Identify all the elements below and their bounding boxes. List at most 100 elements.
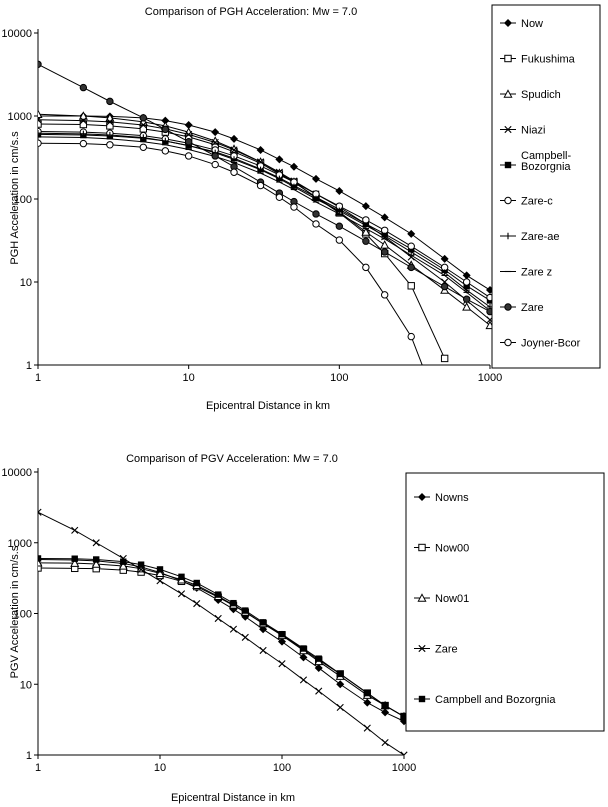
pgh-data-point [230, 168, 238, 176]
pgv-data-point [92, 539, 100, 547]
pgv-data-point [178, 573, 185, 581]
pgv-data-point [299, 653, 308, 662]
pgh-data-point [211, 138, 219, 147]
pgv-y-tick-label: 10000 [1, 467, 32, 479]
pgh-chart: Comparison of PGH Acceleration: Mw = 7.0… [1, 4, 601, 426]
pgh-data-point [106, 141, 114, 149]
pgh-data-point [38, 109, 43, 118]
pgv-data-point [400, 713, 408, 720]
pgv-data-point [91, 559, 101, 568]
pgv-x-axis-label: Epicentral Distance in km [171, 792, 295, 804]
pgh-data-point [211, 152, 219, 160]
pgv-legend-marker [418, 644, 426, 653]
pgh-data-point [184, 120, 193, 129]
pgh-data-point [381, 232, 388, 240]
pgh-data-point [139, 143, 148, 151]
pgh-data-point [407, 242, 415, 250]
pgv-legend-label: Campbell and Bozorgnia [435, 694, 556, 706]
pgh-legend-label: Joyner-Bcor [521, 338, 581, 350]
pgv-data-point [215, 591, 222, 598]
pgh-legend-item: Niazi [500, 125, 545, 137]
pgh-chart-title: Comparison of PGH Acceleration: Mw = 7.0 [145, 6, 357, 18]
pgh-legend-marker [504, 303, 512, 311]
pgh-data-point [380, 248, 389, 256]
pgv-y-axis-label: PGV Acceleration in cm/s.s [9, 545, 21, 678]
pgh-series-line [38, 142, 423, 365]
pgh-series-9 [38, 60, 494, 316]
pgv-series-line [38, 511, 405, 755]
pgv-legend-item: Zare [414, 644, 458, 656]
pgh-x-tick-label: 100 [330, 372, 348, 384]
pgh-legend-marker [504, 232, 512, 240]
pgv-data-point [300, 645, 307, 652]
pgv-x-tick-label: 1000 [392, 762, 416, 774]
pgh-data-point [79, 83, 88, 92]
pgv-data-point [259, 646, 267, 655]
pgh-data-point [184, 138, 193, 146]
pgh-data-point [38, 120, 42, 128]
pgh-legend-label: Spudich [521, 89, 561, 101]
pgv-data-point [363, 698, 372, 707]
pgh-data-point [335, 236, 344, 244]
pgv-data-point [155, 568, 165, 577]
pgh-series-4 [38, 116, 494, 324]
pgh-x-tick-label: 1 [35, 372, 41, 384]
pgh-series-line [38, 131, 491, 298]
pgv-data-point [193, 579, 200, 587]
pgh-data-point [408, 248, 415, 256]
pgh-legend-label: Zare z [521, 267, 552, 279]
pgh-legend-marker [504, 54, 512, 63]
pgh-y-tick-label: 10000 [1, 28, 32, 40]
pgh-legend: Now Fukushima Spudich Niazi Campbell-Bozorgn… [491, 4, 601, 369]
pgv-x-tick-label: 1 [35, 762, 41, 774]
pgv-data-point [137, 561, 145, 568]
pgh-legend-marker [504, 196, 512, 205]
pgh-data-point [380, 291, 389, 299]
pgh-data-point [106, 131, 114, 139]
pgh-series-line [38, 132, 491, 308]
pgh-data-point [257, 166, 264, 173]
pgh-legend-marker [503, 89, 513, 98]
pgv-legend-label: Now00 [435, 543, 469, 555]
pgh-data-point [462, 278, 471, 286]
pgh-data-point [184, 152, 193, 160]
pgh-data-point [336, 207, 343, 215]
pgh-data-point [106, 97, 114, 106]
pgv-series-group [38, 508, 408, 755]
pgh-data-point [407, 332, 415, 341]
pgh-series-3 [38, 109, 494, 330]
pgv-data-point [156, 566, 164, 573]
pgh-data-point [38, 130, 42, 137]
pgh-data-point [441, 420, 447, 426]
pgh-data-point [440, 354, 449, 363]
pgh-data-point [312, 210, 320, 218]
pgh-data-point [335, 222, 344, 230]
pgv-data-point [278, 630, 286, 638]
pgh-x-tick-label: 1000 [478, 372, 502, 384]
pgv-series-1 [38, 555, 408, 726]
pgh-data-point [211, 128, 220, 137]
pgv-data-point [241, 633, 249, 641]
pgh-data-point [161, 116, 170, 125]
pgh-plot-area: 1 10 100 1000 1 10 100 1000 10000 [1, 28, 502, 426]
pgh-data-point [185, 130, 193, 139]
pgh-data-point [161, 147, 170, 155]
pgh-series-line [38, 113, 491, 326]
pgh-data-point [407, 282, 415, 290]
pgv-legend-item: Campbell and Bozorgnia [414, 694, 556, 706]
pgh-data-point [289, 162, 298, 171]
pgh-series-10 [38, 139, 447, 426]
pgv-data-point [337, 670, 344, 678]
pgv-y-tick-label: 1 [26, 750, 32, 762]
pgh-data-point [462, 295, 471, 303]
pgv-legend-label: Nowns [435, 492, 469, 504]
pgv-data-point [177, 590, 186, 598]
pgh-legend-item: Zare z [500, 267, 552, 279]
pgv-x-tick-label: 10 [154, 762, 166, 774]
pgv-data-point [299, 676, 308, 684]
pgh-x-tick-label: 10 [183, 372, 195, 384]
pgh-legend-item: Now [500, 18, 543, 30]
pgh-data-point [276, 175, 283, 183]
pgh-series-line [38, 115, 491, 291]
pgv-legend-marker [418, 695, 426, 703]
